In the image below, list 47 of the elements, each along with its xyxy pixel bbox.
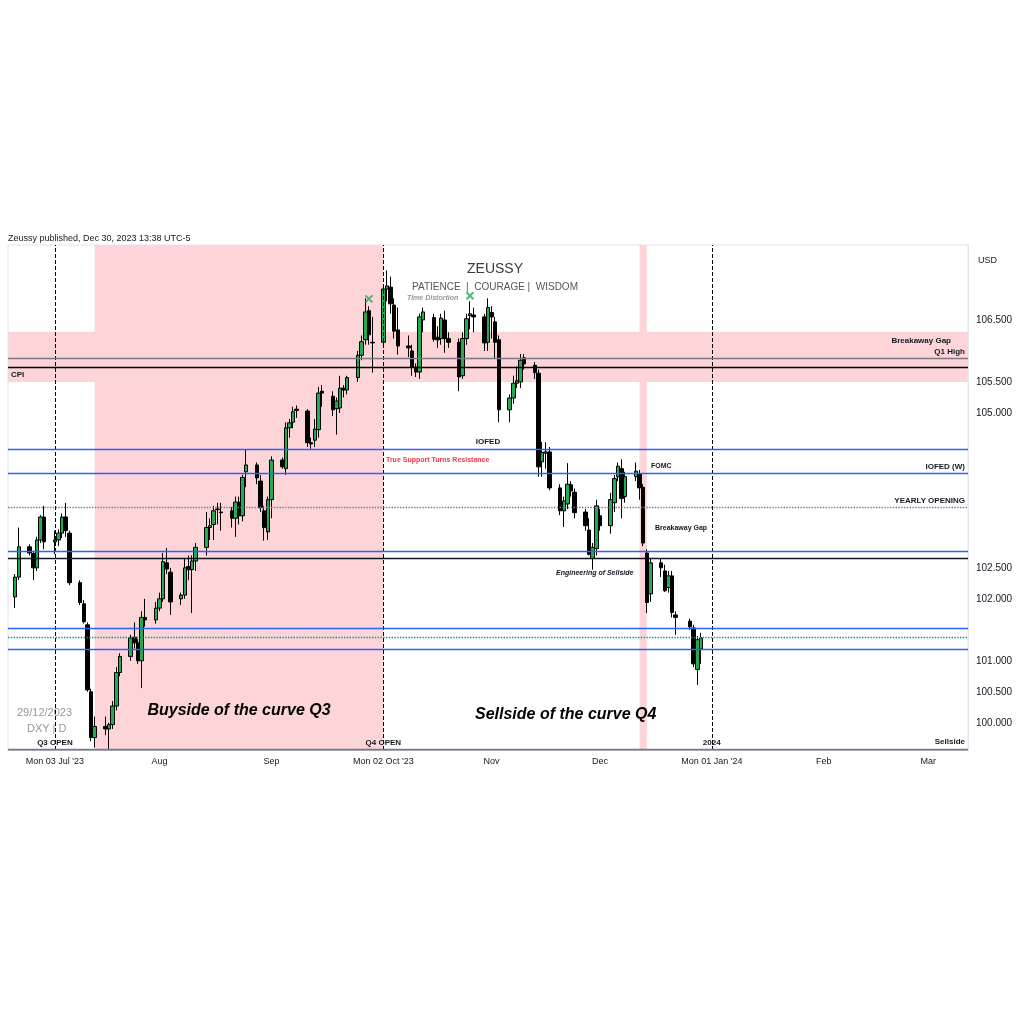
candlestick: [345, 375, 349, 395]
candlestick: [219, 502, 223, 532]
x-tick-label: Aug: [151, 755, 168, 766]
ref-line-label: YEARLY OPENING: [894, 496, 965, 506]
candlestick: [486, 297, 490, 352]
ref-line-label: IOFED (W): [925, 461, 966, 471]
y-tick-label: 105.000: [976, 407, 1013, 419]
ref-line-label: CPI: [11, 370, 25, 380]
candlestick: [305, 408, 310, 448]
x-tick-label: Nov: [483, 755, 501, 766]
text: PATIENCE | COURAGE | WISDOM: [412, 280, 578, 292]
candlestick: [284, 421, 288, 476]
ref-line-label: 2024: [702, 737, 722, 747]
y-tick-label: 102.500: [976, 562, 1013, 574]
text: Zeussy published, Dec 30, 2023 13:38 UTC-5: [8, 232, 191, 243]
y-tick-label: 106.500: [976, 314, 1013, 326]
y-tick-label: 105.500: [976, 376, 1013, 388]
x-tick-label: Mar: [920, 755, 937, 766]
candlestick: [233, 496, 238, 538]
ref-line-label: Q1 High: [934, 346, 966, 356]
text: ZEUSSY: [466, 260, 524, 276]
x-tick-label: Mon 02 Oct '23: [352, 755, 414, 766]
x-tick-label: Mon 03 Jul '23: [25, 755, 85, 766]
ref-line-label: Q3 OPEN: [37, 737, 73, 747]
y-tick-label: 102.000: [976, 593, 1013, 605]
ref-line-label: Sellside: [934, 737, 966, 747]
candlestick: [42, 505, 46, 550]
ref-line-label: Q4 OPEN: [365, 737, 402, 747]
y-tick-label: 100.000: [976, 717, 1013, 729]
y-tick-label: 101.000: [976, 655, 1013, 667]
x-tick-label: Feb: [815, 755, 832, 766]
candlestick: [619, 458, 624, 519]
candlestick: [547, 446, 552, 491]
y-axis-title: USD: [978, 254, 998, 265]
band-label: Breakaway Gap: [891, 336, 952, 346]
candlestick: [204, 511, 209, 556]
x-tick-label: Dec: [591, 755, 609, 766]
annotation: 29/12/2023: [17, 705, 73, 718]
y-tick-label: 100.500: [976, 686, 1013, 698]
x-tick-label: Sep: [263, 755, 280, 766]
x-tick-label: Mon 01 Jan '24: [681, 755, 743, 766]
annotation: DXY | D: [27, 721, 67, 734]
candlestick: [211, 505, 216, 541]
ref-line-label: IOFED: [475, 437, 501, 447]
band-label: Buyside of the curve Q3: [147, 700, 331, 718]
annotation: Sellside of the curve Q4: [475, 704, 657, 722]
candlestick: [442, 310, 447, 354]
